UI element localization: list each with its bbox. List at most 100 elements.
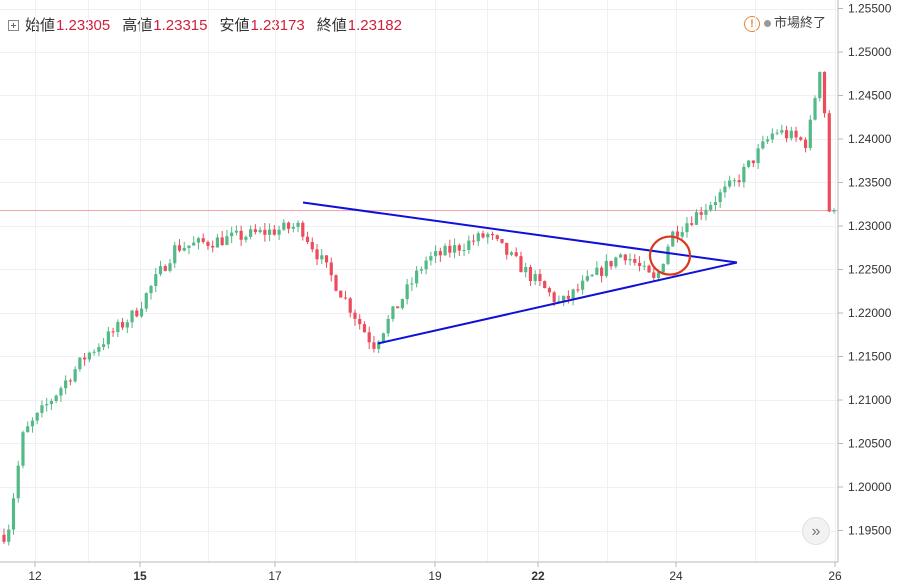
candle-up xyxy=(604,260,608,276)
candle-up xyxy=(215,237,220,248)
candle-down xyxy=(372,342,376,349)
price-tick-label: 1.23500 xyxy=(848,176,892,190)
candle-down xyxy=(362,324,367,333)
candle-up xyxy=(524,267,528,273)
candle-up xyxy=(761,141,765,149)
candle-down xyxy=(803,139,808,148)
scroll-forward-button[interactable]: » xyxy=(802,517,830,545)
price-tick-label: 1.25000 xyxy=(848,45,892,59)
candle-up xyxy=(789,130,793,139)
candle-up xyxy=(35,412,39,421)
candle-down xyxy=(528,267,533,282)
candle-up xyxy=(49,401,54,405)
candle-down xyxy=(206,241,210,246)
candle-up xyxy=(590,274,594,277)
warning-icon[interactable]: ! xyxy=(744,15,760,32)
candle-down xyxy=(2,534,6,542)
candle-down xyxy=(339,290,343,298)
time-tick-label: 19 xyxy=(428,569,442,583)
price-tick-label: 1.22500 xyxy=(848,263,892,277)
candle-up xyxy=(585,276,589,281)
candle-up xyxy=(258,229,262,233)
candle-up xyxy=(234,230,238,233)
candle-down xyxy=(211,245,215,248)
candle-up xyxy=(533,274,537,282)
candle-down xyxy=(751,160,755,164)
candle-down xyxy=(784,130,789,139)
candle-up xyxy=(595,267,599,275)
candle-down xyxy=(600,267,604,276)
candle-down xyxy=(827,113,831,212)
market-status: ! 市場終了 xyxy=(744,12,826,32)
candle-up xyxy=(813,98,817,120)
candle-up xyxy=(818,71,822,99)
candle-down xyxy=(367,332,371,343)
candle-up xyxy=(64,380,68,389)
candle-up xyxy=(571,289,575,299)
candle-down xyxy=(120,322,125,328)
candle-down xyxy=(301,222,305,237)
candle-up xyxy=(780,130,784,133)
candle-up xyxy=(45,404,49,406)
upper-trendline[interactable] xyxy=(302,201,738,264)
price-tick-label: 1.22000 xyxy=(848,306,892,320)
candle-up xyxy=(680,232,684,237)
candle-up xyxy=(775,132,779,134)
time-tick-label: 26 xyxy=(828,569,842,583)
candle-up xyxy=(7,529,11,542)
candle-down xyxy=(263,229,267,235)
candle-up xyxy=(154,274,158,286)
breakout-circle[interactable] xyxy=(648,235,692,276)
candle-up xyxy=(476,233,480,242)
candle-up xyxy=(54,395,58,402)
candle-up xyxy=(78,357,82,370)
high-value: 1.23315 xyxy=(153,17,208,34)
candle-up xyxy=(192,242,196,246)
candle-up xyxy=(125,322,129,328)
time-axis[interactable]: 12 15 17 19 22 24 26 xyxy=(28,562,842,583)
price-axis[interactable]: 1.25500 1.25000 1.24500 1.24000 1.23500 1.230… xyxy=(838,2,892,538)
candle-down xyxy=(547,288,552,293)
price-tick-label: 1.24500 xyxy=(848,89,892,103)
candle-down xyxy=(358,318,362,325)
expand-icon[interactable] xyxy=(8,20,19,31)
low-label: 安値 xyxy=(219,17,250,34)
candle-up xyxy=(296,222,300,227)
candle-up xyxy=(718,192,722,203)
candle-down xyxy=(163,266,167,271)
time-tick-label: 22 xyxy=(531,569,545,583)
candle-down xyxy=(201,238,205,242)
candles xyxy=(2,71,836,546)
candle-down xyxy=(647,265,651,273)
candle-up xyxy=(230,232,234,237)
candle-down xyxy=(822,71,827,114)
close-value: 1.23182 xyxy=(347,17,402,34)
candle-up xyxy=(704,209,708,215)
candle-up xyxy=(386,318,390,334)
candle-down xyxy=(348,298,352,313)
price-tick-label: 1.20500 xyxy=(848,437,892,451)
candle-up xyxy=(244,236,248,240)
candle-up xyxy=(694,212,699,225)
candle-up xyxy=(196,238,201,243)
candle-down xyxy=(637,262,642,267)
candle-down xyxy=(220,237,224,246)
candle-up xyxy=(443,245,447,256)
candle-up xyxy=(130,310,134,323)
candle-up xyxy=(452,245,457,253)
candle-up xyxy=(268,229,272,235)
candle-down xyxy=(495,235,499,239)
candle-up xyxy=(405,284,409,300)
candle-up xyxy=(642,265,646,267)
candle-down xyxy=(448,245,452,253)
price-tick-label: 1.24000 xyxy=(848,132,892,146)
candle-up xyxy=(11,498,16,530)
candle-down xyxy=(457,245,461,251)
time-tick-label: 12 xyxy=(28,569,42,583)
candle-up xyxy=(808,119,812,148)
candle-up xyxy=(424,260,428,270)
candle-up xyxy=(30,420,35,427)
candle-down xyxy=(609,260,613,267)
lower-trendline[interactable] xyxy=(377,261,738,345)
